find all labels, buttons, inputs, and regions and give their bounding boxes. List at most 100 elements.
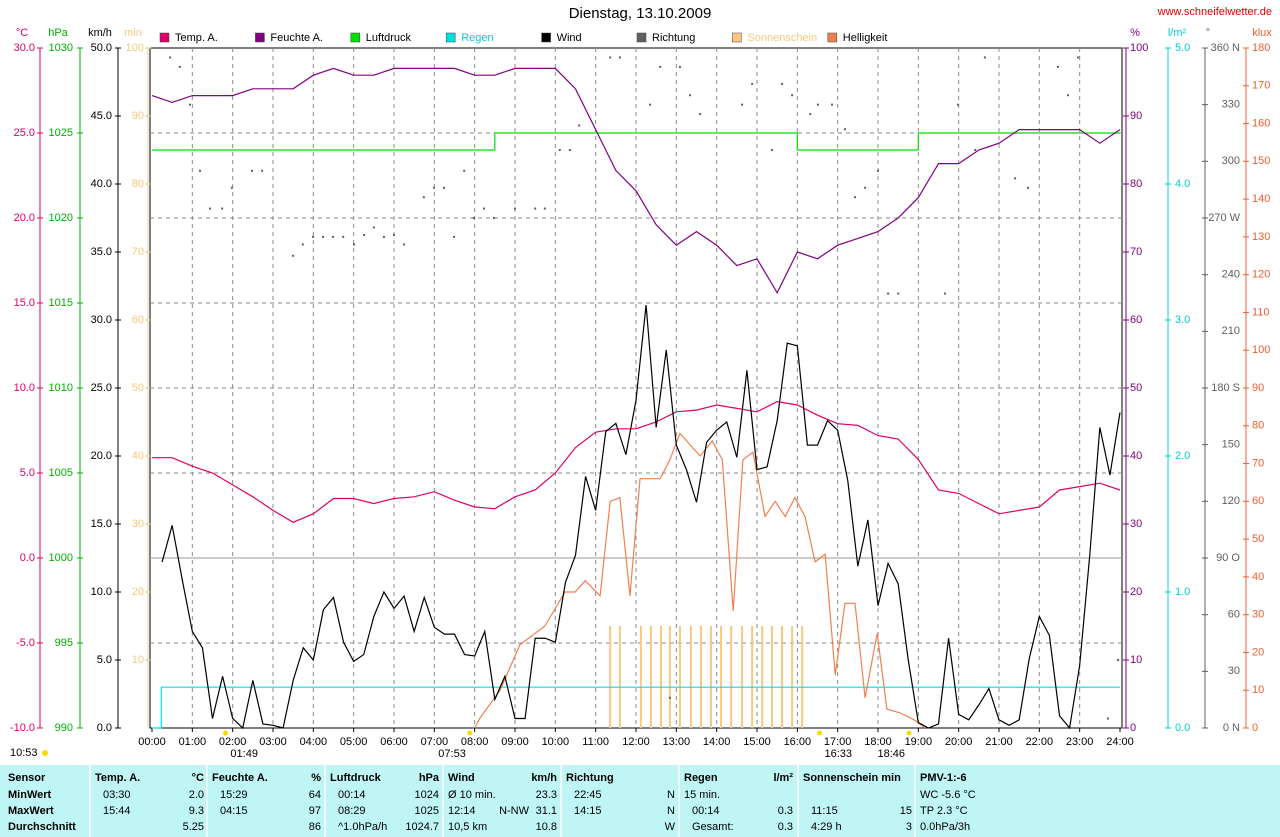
legend-swatch: [350, 32, 361, 43]
cell: 5.25: [183, 821, 204, 833]
y-tick-label: 50.0: [91, 42, 112, 54]
series-line: [151, 67, 1121, 295]
direction-dot: [543, 207, 546, 210]
y-tick-label: 150: [1252, 155, 1270, 167]
row-header: Durchschnitt: [8, 821, 76, 833]
x-tick-label: 14:00: [703, 736, 731, 748]
direction-dot: [854, 196, 857, 199]
column-title: Richtung: [566, 772, 614, 784]
y-tick-label: 30.0: [14, 42, 35, 54]
legend-swatch: [541, 32, 551, 43]
direction-dot: [659, 65, 662, 68]
x-tick-label: 12:00: [622, 736, 650, 748]
y-tick-label: 1015: [49, 297, 73, 309]
y-tick-label: 100: [1252, 344, 1270, 356]
column-title: Temp. A.: [95, 772, 140, 784]
y-tick-label: 1000: [49, 552, 73, 564]
event-icon: [906, 730, 912, 736]
series-line: [152, 132, 1120, 151]
direction-dot: [568, 149, 571, 151]
y-tick-label: 20: [132, 586, 144, 598]
axis-unit: l/m²: [1168, 27, 1187, 39]
y-tick-label: 120: [1222, 495, 1240, 507]
axis-unit: hPa: [48, 27, 68, 39]
x-tick-label: 18:00: [864, 736, 892, 748]
direction-dot: [463, 169, 466, 172]
y-tick-label: 60: [1228, 609, 1240, 621]
cell: 08:29: [338, 805, 366, 817]
legend-label: Temp. A.: [175, 32, 218, 44]
direction-dot: [816, 103, 819, 106]
direction-dot: [482, 207, 485, 210]
cell: 0.3: [778, 821, 793, 833]
y-tick-label: 10: [1252, 684, 1264, 696]
y-tick-label: 0.0: [1175, 722, 1190, 734]
y-tick-label: 240: [1222, 269, 1240, 281]
direction-dot: [809, 113, 812, 116]
direction-dot: [393, 234, 395, 236]
y-tick-label: 300: [1222, 155, 1240, 167]
y-tick-label: 50: [1252, 533, 1264, 545]
column-unit: hPa: [419, 772, 440, 784]
y-tick-label: 270 W: [1208, 212, 1240, 224]
legend-swatch: [827, 32, 838, 43]
y-tick-label: 4.0: [1175, 178, 1190, 190]
cell: N-NW: [499, 805, 530, 817]
y-tick-label: 15.0: [91, 518, 112, 530]
direction-dot: [1106, 717, 1109, 720]
cell: 14:15: [574, 805, 602, 817]
y-tick-label: 990: [55, 722, 73, 734]
column-unit: %: [311, 772, 321, 784]
direction-dot: [292, 254, 295, 257]
cell: 22:45: [574, 789, 602, 801]
column-unit: °C: [192, 772, 204, 784]
direction-dot: [422, 196, 425, 199]
y-tick-label: 60: [132, 314, 144, 326]
direction-dot: [472, 217, 475, 219]
y-tick-label: 330: [1222, 99, 1240, 111]
site-link: www.schneifelwetter.de: [1157, 6, 1272, 18]
axis-unit: klux: [1252, 27, 1272, 39]
direction-dot: [178, 65, 181, 68]
y-tick-label: 70: [132, 246, 144, 258]
row-header: MinWert: [8, 789, 52, 801]
event-label: 16:33: [825, 748, 853, 760]
column-title: PMV-1:-6: [920, 772, 966, 784]
y-tick-label: 30.0: [91, 314, 112, 326]
y-tick-label: 0.0: [20, 552, 35, 564]
x-tick-label: 23:00: [1066, 736, 1094, 748]
column-title: Luftdruck: [330, 772, 382, 784]
cell: 04:15: [220, 805, 248, 817]
series-line: [152, 400, 1121, 523]
direction-dot: [618, 56, 621, 59]
y-tick-label: 160: [1252, 117, 1270, 129]
event-label: 07:53: [438, 748, 466, 760]
direction-dot: [261, 169, 264, 172]
column-title: Feuchte A.: [212, 772, 268, 784]
x-tick-label: 11:00: [582, 736, 609, 748]
cell: 03:30: [103, 789, 131, 801]
y-tick-label: 180 S: [1211, 382, 1240, 394]
y-tick-label: 30: [132, 518, 144, 530]
y-tick-label: 50: [132, 382, 144, 394]
y-tick-label: 90: [132, 110, 144, 122]
y-tick-label: 1010: [49, 382, 73, 394]
direction-dot: [353, 243, 356, 246]
y-tick-label: 0 N: [1223, 722, 1240, 734]
x-tick-label: 21:00: [985, 736, 1013, 748]
y-tick-label: 80: [1130, 178, 1142, 190]
y-tick-label: 10: [1130, 654, 1142, 666]
y-tick-label: 30: [1252, 609, 1264, 621]
x-tick-label: 05:00: [340, 736, 368, 748]
direction-dot: [169, 56, 172, 59]
cell: 86: [309, 821, 321, 833]
cell: W: [665, 821, 676, 833]
direction-dot: [678, 65, 681, 68]
y-tick-label: 5.0: [97, 654, 112, 666]
x-tick-label: 01:00: [179, 736, 207, 748]
cell: 9.3: [189, 805, 204, 817]
y-tick-label: 5.0: [20, 467, 35, 479]
direction-dot: [221, 207, 224, 210]
y-tick-label: 20: [1130, 586, 1142, 598]
